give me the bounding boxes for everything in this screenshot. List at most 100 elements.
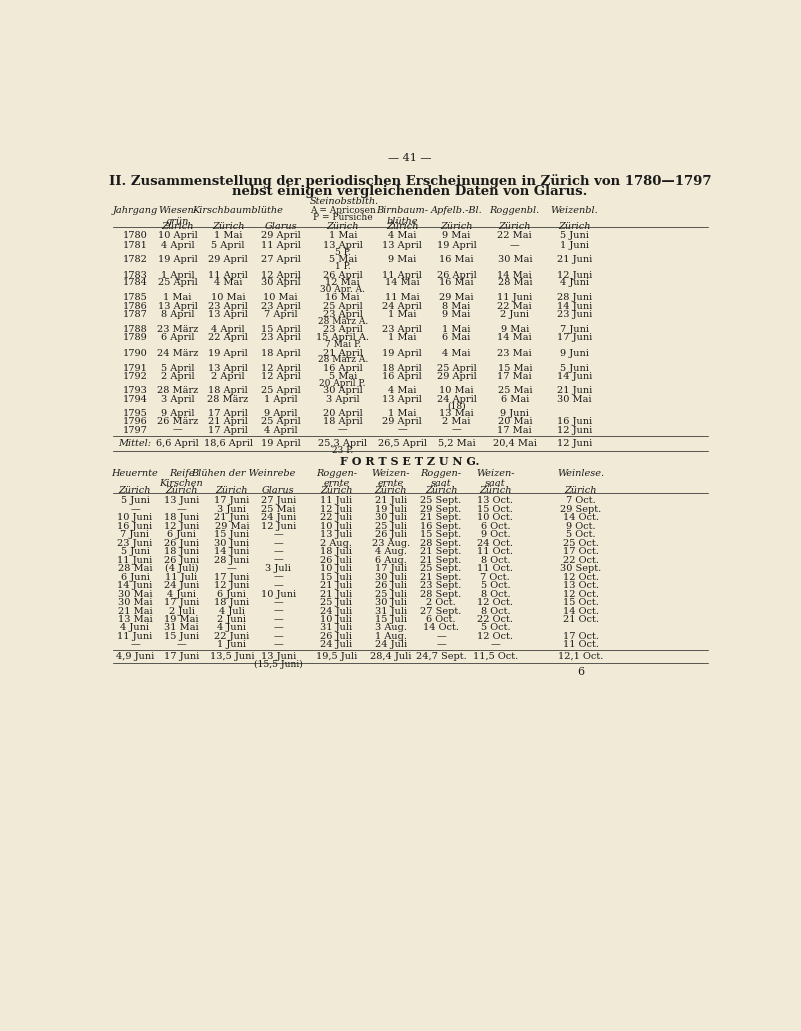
Text: 16 Mai: 16 Mai: [440, 278, 474, 288]
Text: 21 Juli: 21 Juli: [320, 590, 352, 599]
Text: 13 Mai: 13 Mai: [439, 409, 474, 419]
Text: 27 April: 27 April: [261, 256, 300, 264]
Text: 17 Oct.: 17 Oct.: [562, 547, 598, 556]
Text: —: —: [452, 426, 461, 434]
Text: 13,5 Juni: 13,5 Juni: [210, 652, 254, 661]
Text: 15 Juni: 15 Juni: [215, 530, 249, 539]
Text: 20 Mai: 20 Mai: [497, 418, 532, 426]
Text: 13 Juni: 13 Juni: [261, 652, 296, 661]
Text: 1 Mai: 1 Mai: [328, 231, 357, 240]
Text: Zürich: Zürich: [375, 486, 407, 495]
Text: 1 April: 1 April: [264, 395, 297, 404]
Text: 2 April: 2 April: [161, 371, 195, 380]
Text: Mittel:: Mittel:: [119, 438, 151, 447]
Text: Weizenbl.: Weizenbl.: [550, 206, 598, 215]
Text: 5 Oct.: 5 Oct.: [481, 624, 510, 632]
Text: 28 März: 28 März: [157, 387, 199, 395]
Text: 4 Juni: 4 Juni: [560, 278, 589, 288]
Text: 30 Juli: 30 Juli: [375, 513, 407, 523]
Text: 21 Juli: 21 Juli: [375, 496, 407, 505]
Text: 1784: 1784: [123, 278, 147, 288]
Text: Zürich: Zürich: [327, 222, 359, 231]
Text: 13 Juli: 13 Juli: [320, 530, 352, 539]
Text: 28 Sept.: 28 Sept.: [421, 539, 461, 547]
Text: 13 April: 13 April: [382, 395, 422, 404]
Text: 21 Oct.: 21 Oct.: [562, 614, 598, 624]
Text: 10 Mai: 10 Mai: [440, 387, 474, 395]
Text: 29 April: 29 April: [208, 256, 248, 264]
Text: 25 April: 25 April: [261, 418, 300, 426]
Text: 1789: 1789: [123, 333, 147, 342]
Text: 17 April: 17 April: [208, 409, 248, 419]
Text: Reife
Kirschen: Reife Kirschen: [159, 469, 203, 488]
Text: 4 Aug.: 4 Aug.: [375, 547, 407, 556]
Text: 8 Oct.: 8 Oct.: [481, 590, 510, 599]
Text: 11 Oct.: 11 Oct.: [562, 640, 598, 650]
Text: 4 Mai: 4 Mai: [442, 348, 471, 358]
Text: 30 Sept.: 30 Sept.: [560, 564, 602, 573]
Text: 28 März A.: 28 März A.: [317, 317, 368, 326]
Text: 30 Mai: 30 Mai: [118, 590, 152, 599]
Text: 14 Juni: 14 Juni: [557, 371, 592, 380]
Text: Zürich: Zürich: [565, 486, 597, 495]
Text: 29 Mai: 29 Mai: [440, 293, 474, 302]
Text: (15,5 Juni): (15,5 Juni): [254, 660, 303, 669]
Text: 6 Juni: 6 Juni: [167, 530, 196, 539]
Text: 12 Juni: 12 Juni: [557, 271, 592, 279]
Text: 6 Mai: 6 Mai: [501, 395, 529, 404]
Text: 1 April: 1 April: [161, 271, 195, 279]
Text: —: —: [177, 505, 187, 513]
Text: 8 Oct.: 8 Oct.: [481, 556, 510, 565]
Text: Zürich: Zürich: [161, 222, 194, 231]
Text: 11 Juli: 11 Juli: [320, 496, 352, 505]
Text: Wiesen-
grün: Wiesen- grün: [158, 206, 197, 226]
Text: 25 April: 25 April: [158, 278, 198, 288]
Text: 29 Mai: 29 Mai: [215, 522, 249, 531]
Text: 19 April: 19 April: [208, 348, 248, 358]
Text: 15 Juli: 15 Juli: [375, 614, 407, 624]
Text: —: —: [273, 598, 284, 607]
Text: 30 Mai: 30 Mai: [557, 395, 592, 404]
Text: 23 Juni: 23 Juni: [118, 539, 153, 547]
Text: 4 Juni: 4 Juni: [120, 624, 150, 632]
Text: 15 April: 15 April: [261, 325, 300, 334]
Text: 28 Mai: 28 Mai: [497, 278, 532, 288]
Text: 1 Mai: 1 Mai: [442, 325, 471, 334]
Text: 13 April: 13 April: [158, 302, 198, 310]
Text: 5 Oct.: 5 Oct.: [481, 581, 510, 590]
Text: 19 Mai: 19 Mai: [164, 614, 199, 624]
Text: 26 Juni: 26 Juni: [164, 539, 199, 547]
Text: 12 Juli: 12 Juli: [320, 505, 352, 513]
Text: 7 April: 7 April: [264, 310, 297, 319]
Text: Zürich: Zürich: [211, 222, 244, 231]
Text: 11 April: 11 April: [208, 271, 248, 279]
Text: 5 Juni: 5 Juni: [121, 496, 150, 505]
Text: 5 Juni: 5 Juni: [560, 231, 589, 240]
Text: 1781: 1781: [123, 241, 147, 250]
Text: Roggenbl.: Roggenbl.: [489, 206, 540, 215]
Text: 2 Juni: 2 Juni: [501, 310, 529, 319]
Text: 6,6 April: 6,6 April: [156, 438, 199, 447]
Text: 20,4 Mai: 20,4 Mai: [493, 438, 537, 447]
Text: 3 April: 3 April: [161, 395, 195, 404]
Text: 5 Juni: 5 Juni: [121, 547, 150, 556]
Text: A = Apricosen: A = Apricosen: [310, 206, 376, 215]
Text: —: —: [273, 632, 284, 641]
Text: Glarus: Glarus: [264, 222, 297, 231]
Text: 12,1 Oct.: 12,1 Oct.: [558, 652, 603, 661]
Text: 12 Mai: 12 Mai: [325, 278, 360, 288]
Text: 9 Mai: 9 Mai: [388, 256, 417, 264]
Text: 21 Mai: 21 Mai: [118, 606, 152, 616]
Text: 15 Juni: 15 Juni: [164, 632, 199, 641]
Text: 8 Oct.: 8 Oct.: [481, 606, 510, 616]
Text: 25 April: 25 April: [323, 302, 363, 310]
Text: —: —: [130, 505, 140, 513]
Text: 17 Mai: 17 Mai: [497, 426, 532, 434]
Text: Roggen-
saat: Roggen- saat: [421, 469, 461, 488]
Text: 5 Oct.: 5 Oct.: [566, 530, 595, 539]
Text: 22 Mai: 22 Mai: [497, 302, 532, 310]
Text: 23 Aug.: 23 Aug.: [372, 539, 410, 547]
Text: 16 Mai: 16 Mai: [325, 293, 360, 302]
Text: 1 Mai: 1 Mai: [388, 333, 417, 342]
Text: 6: 6: [577, 667, 584, 676]
